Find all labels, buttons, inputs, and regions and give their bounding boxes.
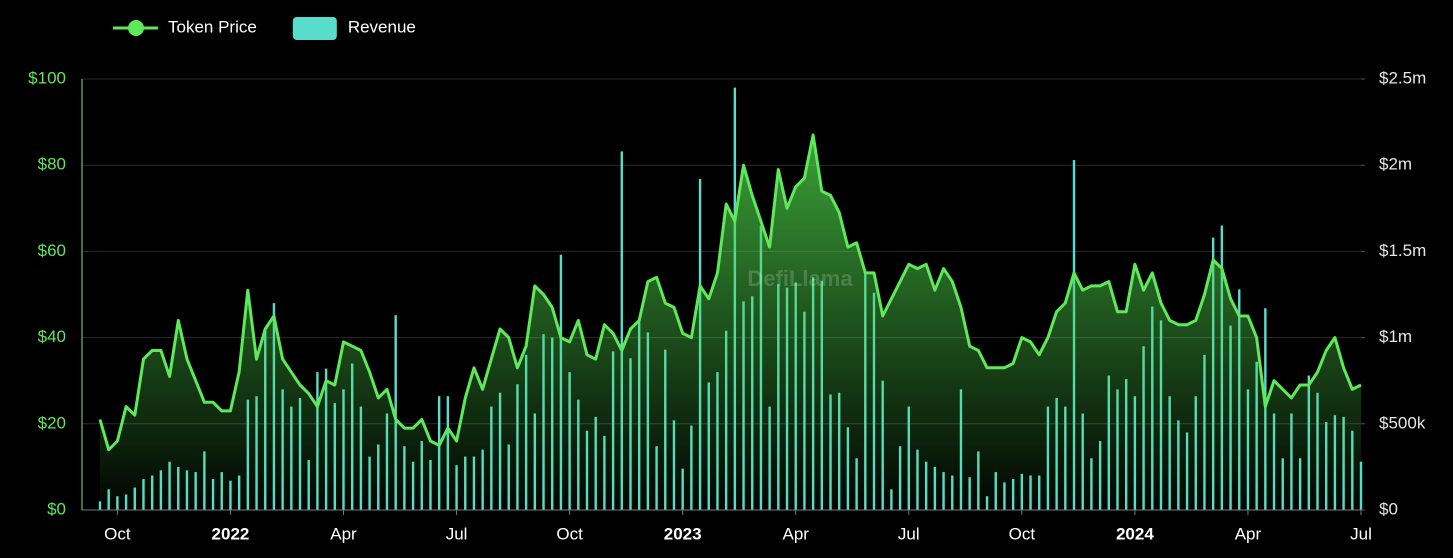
bar [620, 151, 623, 510]
legend-swatch [292, 17, 337, 40]
legend: Token Price Revenue [113, 17, 416, 40]
y2-tick-label: $2m [1379, 155, 1412, 174]
x-tick-label: Jul [1350, 524, 1372, 543]
y-tick-label: $60 [38, 241, 66, 260]
y-tick-label: $20 [38, 413, 66, 432]
y-tick-label: $100 [28, 68, 66, 87]
y-tick-label: $80 [38, 155, 66, 174]
lines [98, 133, 1362, 510]
x-tick-label: 2022 [212, 524, 250, 543]
x-tick-label: 2023 [664, 524, 702, 543]
x-tick-label: Apr [1235, 524, 1262, 543]
x-tick-label: 2024 [1116, 524, 1154, 543]
y2-tick-label: $1m [1379, 327, 1412, 346]
x-tick-label: Apr [782, 524, 809, 543]
area [100, 135, 1361, 510]
y2-tick-label: $1.5m [1379, 241, 1426, 260]
watermark: DefiLlama [747, 266, 853, 291]
x-tick-label: Oct [556, 524, 583, 543]
y2-tick-label: $500k [1379, 413, 1426, 432]
x-tick-label: Jul [898, 524, 920, 543]
line [98, 133, 1362, 452]
legend-label: Revenue [348, 17, 416, 36]
x-tick-label: Jul [446, 524, 468, 543]
axes: $0 $20 $40 $60 $80 $100 $0 $500k $1m $1.5m $2m $2.5… [28, 68, 1426, 543]
bar [394, 315, 397, 510]
y-tick-label: $40 [38, 327, 66, 346]
legend-dot [128, 20, 144, 36]
x-tick-label: Apr [330, 524, 357, 543]
legend-label: Token Price [168, 17, 257, 36]
y-tick-label: $0 [47, 499, 66, 518]
y2-tick-label: $0 [1379, 499, 1398, 518]
x-tick-label: Oct [104, 524, 131, 543]
x-tick-label: Oct [1009, 524, 1036, 543]
y2-tick-label: $2.5m [1379, 68, 1426, 87]
